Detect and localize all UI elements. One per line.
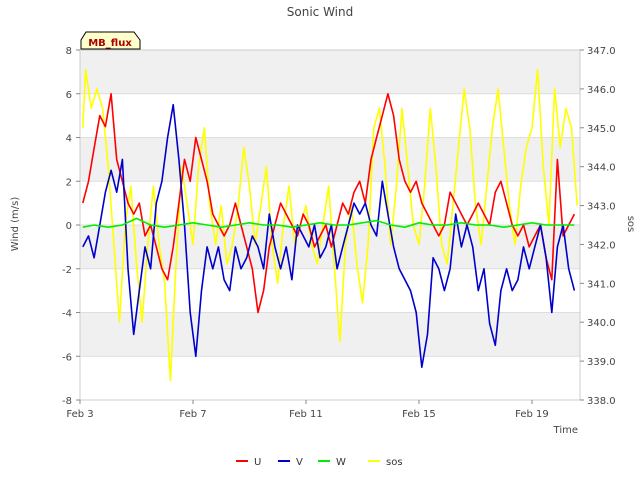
chart-title: Sonic Wind xyxy=(287,5,353,19)
plot-band xyxy=(80,356,580,400)
y2-tick-label: 344.0 xyxy=(587,163,616,174)
y2-tick-label: 342.0 xyxy=(587,240,616,251)
y-axis-ticks: -8 -6 -4 -2 0 2 4 6 8 xyxy=(62,46,80,407)
x-tick-label: Feb 11 xyxy=(289,409,323,420)
x-tick-label: Feb 15 xyxy=(402,409,436,420)
mb-flux-badge: MB_flux xyxy=(80,31,141,50)
y-tick-label: 8 xyxy=(66,46,72,57)
y-tick-label: -6 xyxy=(62,352,72,363)
y-tick-label: 4 xyxy=(66,134,72,145)
x-tick-label: Feb 7 xyxy=(179,409,206,420)
y2-axis-label: sos xyxy=(625,216,636,233)
y-tick-label: -8 xyxy=(62,396,72,407)
series-line-w xyxy=(82,217,575,228)
legend-label-v: V xyxy=(296,457,303,468)
legend-label-u: U xyxy=(254,457,261,468)
badge-box xyxy=(80,31,141,50)
y2-tick-label: 345.0 xyxy=(587,124,616,135)
series-lines xyxy=(82,68,578,382)
x-axis-label: Time xyxy=(553,425,578,436)
legend-label-w: W xyxy=(336,457,346,468)
y2-axis-ticks: 338.0 339.0 340.0 341.0 342.0 343.0 344.0 345.0… xyxy=(580,46,616,407)
y2-tick-label: 338.0 xyxy=(587,396,616,407)
y2-tick-label: 346.0 xyxy=(587,85,616,96)
y2-tick-label: 343.0 xyxy=(587,202,616,213)
legend-label-sos: sos xyxy=(386,457,403,468)
x-axis-ticks: Feb 3 Feb 7 Feb 11 Feb 15 Feb 19 xyxy=(66,400,549,420)
y-tick-label: 2 xyxy=(66,177,72,188)
y-tick-label: -4 xyxy=(62,309,72,320)
y2-tick-label: 339.0 xyxy=(587,357,616,368)
x-tick-label: Feb 3 xyxy=(66,409,93,420)
y-tick-label: -2 xyxy=(62,265,72,276)
y-tick-label: 0 xyxy=(66,221,72,232)
x-tick-label: Feb 19 xyxy=(515,409,549,420)
y-axis-label: Wind (m/s) xyxy=(10,197,21,252)
plot-band xyxy=(80,312,580,357)
badge-text: MB_flux xyxy=(88,38,132,49)
y2-tick-label: 347.0 xyxy=(587,46,616,57)
plot-band xyxy=(80,50,580,94)
plot-band xyxy=(80,93,580,138)
series-line-v xyxy=(82,103,576,369)
y2-tick-label: 341.0 xyxy=(587,279,616,290)
y-tick-label: 6 xyxy=(66,90,72,101)
y2-tick-label: 340.0 xyxy=(587,318,616,329)
